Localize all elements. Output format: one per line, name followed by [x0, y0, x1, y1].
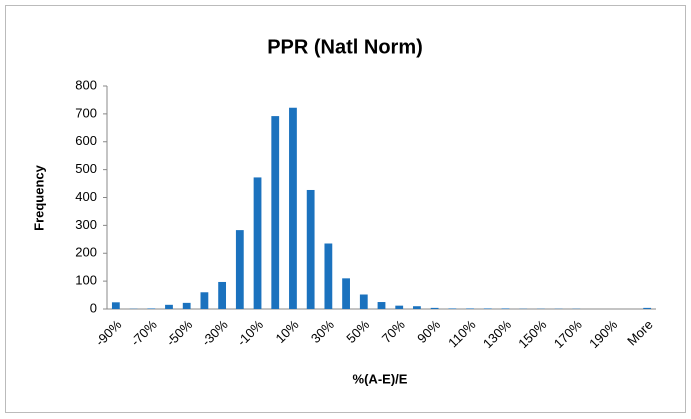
- bar: [111, 302, 120, 309]
- bar: [235, 230, 244, 309]
- bar: [359, 294, 368, 309]
- y-tick-label: 600: [75, 133, 97, 148]
- y-tick-label: 300: [75, 217, 97, 232]
- bar: [165, 304, 173, 309]
- chart-title: PPR (Natl Norm): [267, 36, 423, 58]
- bar: [643, 307, 652, 309]
- bar: [271, 116, 280, 309]
- y-tick-label: 0: [90, 300, 97, 315]
- bar: [501, 308, 510, 309]
- bar: [377, 302, 386, 309]
- y-tick-label: 200: [75, 245, 97, 260]
- bar: [413, 306, 421, 309]
- bar: [324, 243, 333, 309]
- y-tick-label: 400: [75, 189, 97, 204]
- bar: [466, 308, 474, 309]
- chart-border: [5, 5, 686, 413]
- bar: [200, 292, 209, 309]
- bar: [395, 305, 404, 309]
- bar: [253, 177, 262, 309]
- bar: [483, 308, 492, 309]
- bar: [218, 281, 227, 309]
- y-tick-label: 100: [75, 273, 97, 288]
- bar: [182, 302, 191, 309]
- bar: [289, 107, 297, 310]
- bar: [147, 308, 156, 309]
- y-tick-label: 700: [75, 105, 97, 120]
- bar: [430, 307, 439, 309]
- bar: [448, 308, 457, 309]
- y-tick-label: 800: [75, 77, 97, 92]
- bar: [306, 189, 315, 309]
- bar: [342, 278, 350, 309]
- y-tick-label: 500: [75, 161, 97, 176]
- y-axis-title: Frequency: [31, 164, 46, 231]
- x-axis-title: %(A-E)/E: [353, 371, 408, 386]
